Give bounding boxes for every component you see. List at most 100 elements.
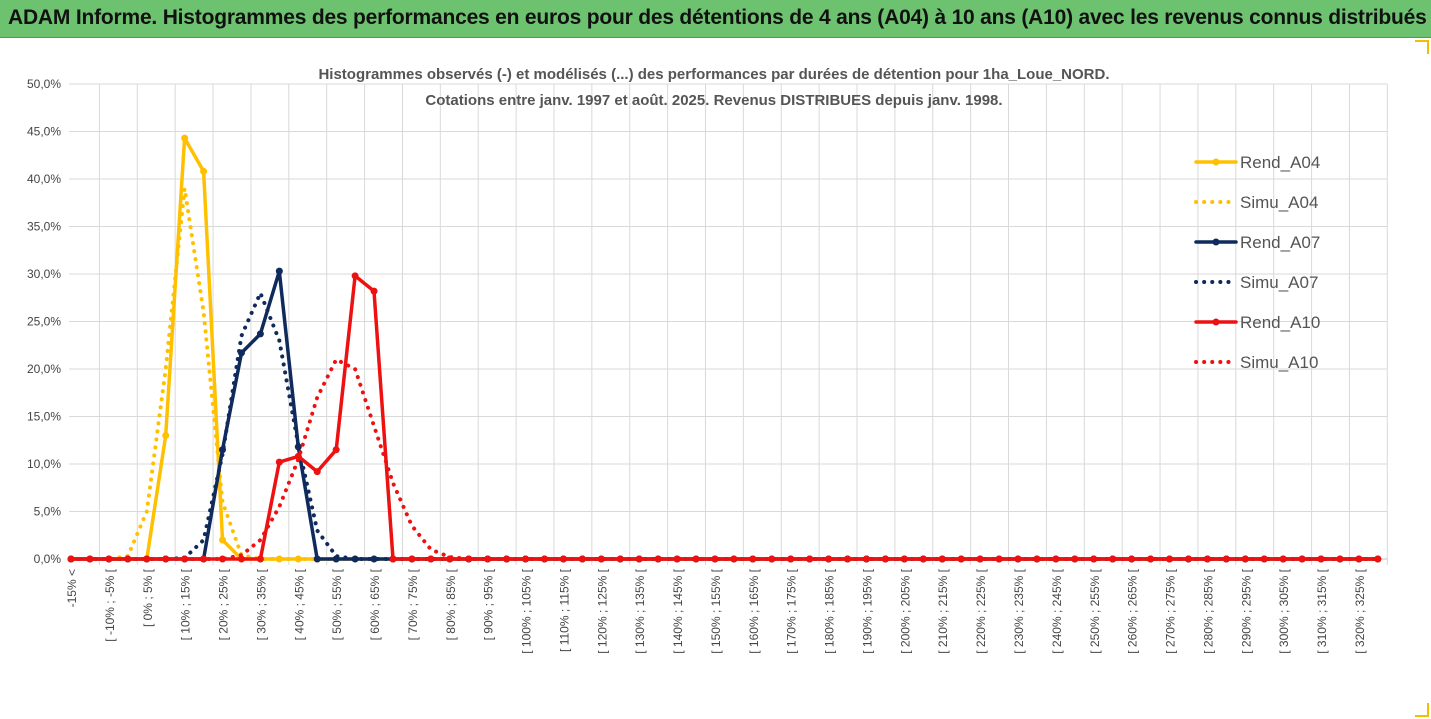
- data-point-rend_a10: [1374, 555, 1382, 563]
- x-tick-label: [ 190% ; 195% [: [860, 568, 874, 653]
- x-tick-label: [ 100% ; 105% [: [520, 568, 534, 653]
- x-tick-label: [ 270% ; 275% [: [1164, 568, 1178, 653]
- y-tick-label: 0,0%: [34, 552, 62, 566]
- x-tick-label: [ 0% ; 5% [: [141, 568, 155, 627]
- report-title: ADAM Informe. Histogrammes des performan…: [8, 6, 1427, 29]
- x-tick-label: [ 280% ; 285% [: [1201, 568, 1215, 653]
- data-point-rend_a04: [219, 536, 227, 544]
- data-point-rend_a07: [370, 555, 378, 563]
- x-tick-label: [ 300% ; 305% [: [1277, 568, 1291, 653]
- x-tick-label: [ 160% ; 165% [: [747, 568, 761, 653]
- legend-marker: [1212, 318, 1220, 326]
- x-tick-label: [ 170% ; 175% [: [785, 568, 799, 653]
- x-tick-label: [ 200% ; 205% [: [898, 568, 912, 653]
- legend: Rend_A04 Simu_A04 Rend_A07 Simu_A07 Rend_A10…: [1194, 153, 1320, 372]
- grid-layer: [69, 83, 1388, 565]
- data-point-rend_a10: [351, 272, 359, 280]
- data-point-rend_a10: [389, 555, 397, 563]
- data-point-rend_a07: [313, 555, 321, 563]
- report-banner: ADAM Informe. Histogrammes des performan…: [0, 0, 1431, 38]
- chart-area: 0,0% 5,0% 10,0% 15,0% 20,0% 25,0% 30,0% 35,0% 40…: [0, 38, 1431, 719]
- data-point-rend_a10: [881, 555, 889, 563]
- data-point-rend_a10: [200, 555, 208, 563]
- legend-label: Simu_A10: [1240, 353, 1318, 372]
- x-tick-label: [ 90% ; 95% [: [482, 568, 496, 640]
- data-point-rend_a10: [768, 555, 776, 563]
- y-tick-label: 45,0%: [27, 125, 61, 139]
- x-tick-label: [ 60% ; 65% [: [368, 568, 382, 640]
- series-layer: [67, 134, 1382, 563]
- data-point-rend_a04: [162, 432, 170, 439]
- frame-corner-top-right: [1415, 40, 1429, 54]
- legend-marker: [1212, 238, 1220, 246]
- data-point-rend_a10: [370, 287, 378, 295]
- legend-label: Simu_A07: [1240, 273, 1318, 292]
- data-point-rend_a04: [200, 167, 208, 175]
- data-point-rend_a10: [408, 555, 416, 563]
- data-point-rend_a10: [427, 555, 435, 563]
- x-tick-label: [ 140% ; 145% [: [671, 568, 685, 653]
- x-tick-label: [ 290% ; 295% [: [1239, 568, 1253, 653]
- data-point-rend_a10: [256, 555, 264, 563]
- chart-title-line-2: Cotations entre janv. 1997 et août. 2025…: [425, 92, 1002, 109]
- series-line-rend_a07: [69, 269, 1380, 561]
- data-point-rend_a10: [1317, 555, 1325, 563]
- data-point-rend_a10: [484, 555, 492, 563]
- legend-label: Simu_A04: [1240, 193, 1318, 212]
- y-tick-label: 25,0%: [27, 315, 61, 329]
- x-tick-label: [ 120% ; 125% [: [595, 568, 609, 653]
- data-point-rend_a10: [654, 555, 662, 563]
- data-point-rend_a10: [938, 555, 946, 563]
- data-point-rend_a10: [275, 458, 283, 466]
- y-tick-label: 15,0%: [27, 410, 61, 424]
- y-tick-label: 20,0%: [27, 362, 61, 376]
- data-point-rend_a10: [1147, 555, 1155, 563]
- data-point-rend_a10: [1203, 555, 1211, 563]
- data-point-rend_a10: [313, 468, 321, 476]
- y-tick-label: 5,0%: [34, 505, 62, 519]
- data-point-rend_a10: [143, 555, 151, 563]
- data-point-rend_a10: [332, 446, 340, 454]
- x-tick-label: [ 110% ; 115% [: [557, 568, 571, 652]
- x-tick-label: [ 40% ; 45% [: [292, 568, 306, 640]
- x-tick-label: [ 130% ; 135% [: [633, 568, 647, 653]
- x-tick-label: [ 50% ; 55% [: [330, 568, 344, 640]
- x-tick-label: [ 20% ; 25% [: [217, 568, 231, 640]
- data-point-rend_a10: [541, 555, 548, 563]
- data-point-rend_a10: [825, 555, 833, 563]
- y-tick-label: 35,0%: [27, 220, 61, 234]
- series-line-simu_a10: [69, 357, 1380, 561]
- y-axis: 0,0% 5,0% 10,0% 15,0% 20,0% 25,0% 30,0% 35,0% 40…: [27, 77, 61, 566]
- x-tick-label: [ 150% ; 155% [: [709, 568, 723, 653]
- legend-label: Rend_A04: [1240, 153, 1320, 172]
- data-point-rend_a04: [181, 134, 189, 142]
- x-tick-label: [ 80% ; 85% [: [444, 568, 458, 640]
- x-tick-label: [ 10% ; 15% [: [179, 568, 193, 640]
- y-tick-label: 30,0%: [27, 267, 61, 281]
- x-tick-label: [ 70% ; 75% [: [406, 568, 420, 640]
- y-tick-label: 40,0%: [27, 172, 61, 186]
- x-tick-label: [ 320% ; 325% [: [1353, 568, 1367, 653]
- x-tick-label: [ 30% ; 35% [: [254, 568, 268, 640]
- series-line-rend_a10: [69, 274, 1380, 561]
- x-tick-label: [ 260% ; 265% [: [1126, 568, 1140, 653]
- frame-corner-bottom-right: [1415, 703, 1429, 717]
- legend-label: Rend_A10: [1240, 313, 1320, 332]
- x-axis: -15% < [ -10% ; -5% [[ 0% ; 5% [[ 10% ; 1…: [65, 558, 1388, 654]
- x-tick-label: [ 220% ; 225% [: [974, 568, 988, 653]
- legend-label: Rend_A07: [1240, 233, 1320, 252]
- data-point-rend_a10: [597, 555, 605, 563]
- chart-title-line-1: Histogrammes observés (-) et modélisés (…: [318, 66, 1109, 83]
- data-point-rend_a10: [294, 452, 302, 460]
- series-line-rend_a04: [69, 136, 1380, 561]
- x-tick-label: [ -10% ; -5% [: [103, 568, 117, 641]
- data-point-rend_a10: [237, 555, 245, 563]
- data-point-rend_a10: [1260, 555, 1268, 563]
- x-tick-label: [ 310% ; 315% [: [1315, 568, 1329, 653]
- x-tick-label: [ 180% ; 185% [: [823, 568, 837, 653]
- y-tick-label: 10,0%: [27, 457, 61, 471]
- x-tick-label: [ 230% ; 235% [: [1012, 568, 1026, 653]
- x-tick-label: [ 250% ; 255% [: [1088, 568, 1102, 653]
- x-tick-label: [ 240% ; 245% [: [1050, 568, 1064, 653]
- data-point-rend_a10: [995, 555, 1003, 563]
